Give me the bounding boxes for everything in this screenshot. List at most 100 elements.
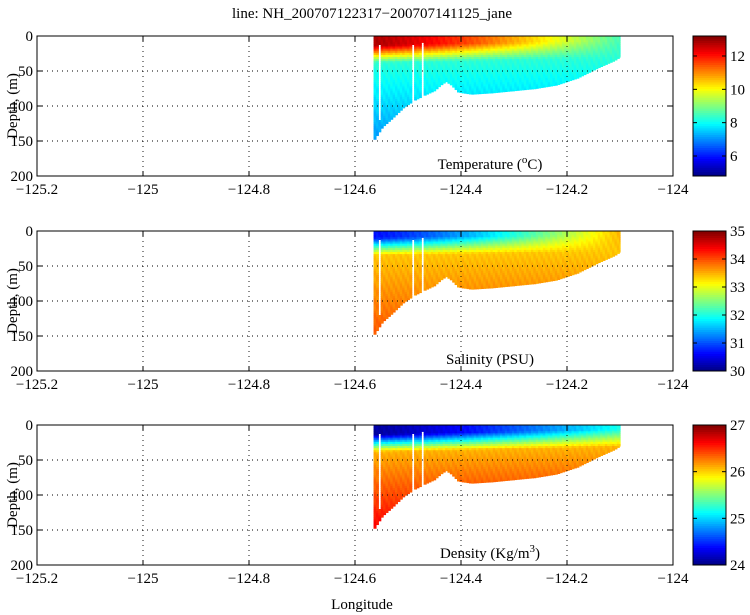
salinity-cell xyxy=(552,247,556,251)
temperature-cell xyxy=(483,57,487,60)
temperature-cell xyxy=(585,63,589,66)
temperature-cell xyxy=(418,69,422,73)
temperature-cell xyxy=(373,92,377,96)
temperature-cell xyxy=(430,48,434,52)
salinity-cell xyxy=(414,260,418,264)
salinity-cell xyxy=(375,262,379,266)
salinity-cell xyxy=(423,247,427,251)
temperature-cell xyxy=(499,90,503,93)
salinity-cell xyxy=(550,268,554,272)
temperature-cell xyxy=(552,63,556,66)
temperature-cell xyxy=(530,52,534,56)
temperature-cell xyxy=(399,50,403,54)
temperature-cell xyxy=(461,80,465,83)
salinity-cell xyxy=(423,260,427,264)
temperature-cell xyxy=(442,59,446,62)
temperature-cell xyxy=(600,52,604,56)
temperature-cell xyxy=(492,73,496,77)
temperature-cell xyxy=(442,44,446,48)
temperature-cell xyxy=(471,71,475,75)
salinity-cell xyxy=(411,235,415,238)
temperature-cell xyxy=(490,71,494,75)
temperature-cell xyxy=(614,36,618,39)
salinity-cell xyxy=(406,247,410,251)
temperature-cell xyxy=(483,71,487,75)
salinity-cell xyxy=(528,241,532,245)
salinity-cell xyxy=(461,273,465,276)
colorbar-segment xyxy=(693,151,726,155)
salinity-cell xyxy=(466,247,470,251)
salinity-cell xyxy=(490,260,494,264)
temperature-cell xyxy=(464,71,468,75)
temperature-cell xyxy=(387,44,391,48)
temperature-cell xyxy=(595,61,599,64)
salinity-cell xyxy=(404,298,408,301)
temperature-cell xyxy=(552,48,556,52)
salinity-cell xyxy=(535,239,539,243)
salinity-cell xyxy=(545,235,549,238)
temperature-cell xyxy=(526,36,530,39)
salinity-cell xyxy=(511,279,515,282)
temperature-cell xyxy=(526,65,530,69)
temperature-cell xyxy=(564,44,568,48)
salinity-cell xyxy=(406,283,410,287)
salinity-cell xyxy=(397,245,401,249)
temperature-cell xyxy=(464,61,468,64)
salinity-cell xyxy=(406,256,410,259)
salinity-cell xyxy=(385,256,389,259)
temperature-cell xyxy=(385,46,389,50)
temperature-cell xyxy=(383,105,387,108)
temperature-cell xyxy=(414,61,418,64)
salinity-cell xyxy=(497,233,501,236)
temperature-cell xyxy=(380,78,384,81)
temperature-cell xyxy=(485,86,489,90)
temperature-cell xyxy=(592,54,596,58)
salinity-cell xyxy=(380,283,384,287)
salinity-cell xyxy=(385,283,389,287)
temperature-cell xyxy=(550,42,554,45)
temperature-cell xyxy=(404,46,408,50)
temperature-cell xyxy=(480,75,484,79)
salinity-cell xyxy=(459,281,463,285)
temperature-cell xyxy=(478,88,482,92)
temperature-cell xyxy=(375,65,379,69)
salinity-cell xyxy=(397,262,401,266)
salinity-cell xyxy=(399,254,403,257)
salinity-cell xyxy=(447,258,451,261)
salinity-cell xyxy=(540,241,544,245)
temperature-cell xyxy=(459,61,463,64)
salinity-cell xyxy=(492,268,496,272)
temperature-cell xyxy=(452,38,456,41)
temperature-cell xyxy=(383,94,387,98)
temperature-cell xyxy=(511,61,515,64)
temperature-cell xyxy=(528,61,532,64)
salinity-cell xyxy=(428,266,432,270)
salinity-cell xyxy=(387,285,391,289)
temperature-cell xyxy=(519,63,523,66)
salinity-cell xyxy=(430,245,434,249)
temperature-cell xyxy=(564,78,568,81)
salinity-cell xyxy=(478,273,482,276)
temperature-cell xyxy=(397,75,401,79)
salinity-cell xyxy=(383,252,387,255)
salinity-cell xyxy=(426,260,429,264)
salinity-cell xyxy=(380,279,384,282)
temperature-cell xyxy=(395,105,398,108)
temperature-cell xyxy=(383,73,387,77)
temperature-cell xyxy=(507,75,511,79)
salinity-cell xyxy=(495,279,499,282)
temperature-cell xyxy=(511,38,515,41)
salinity-cell xyxy=(414,270,418,274)
temperature-cell xyxy=(483,84,487,87)
temperature-cell xyxy=(535,82,539,85)
temperature-cell xyxy=(478,69,482,73)
salinity-cell xyxy=(445,243,449,247)
temperature-cell xyxy=(383,80,387,83)
temperature-cell xyxy=(464,42,468,45)
temperature-cell xyxy=(552,73,556,77)
temperature-cell xyxy=(375,42,379,45)
temperature-cell xyxy=(492,69,496,73)
temperature-cell xyxy=(545,59,549,62)
salinity-cell xyxy=(430,277,434,280)
salinity-cell xyxy=(554,237,558,240)
